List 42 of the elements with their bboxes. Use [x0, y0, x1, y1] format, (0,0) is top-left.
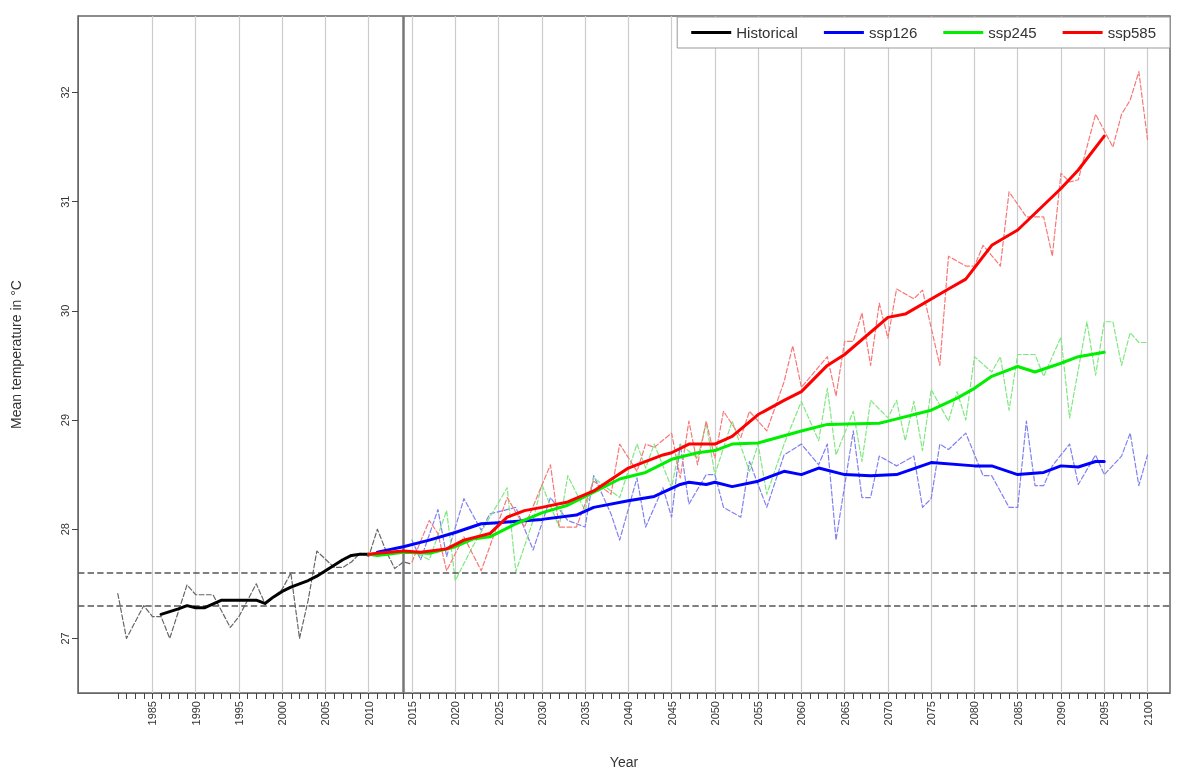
y-tick-label: 32: [58, 86, 71, 99]
x-tick-label: 2015: [406, 701, 418, 726]
x-tick-label: 2080: [968, 701, 981, 726]
x-tick-label: 2095: [1098, 701, 1111, 726]
legend-label: ssp126: [868, 24, 918, 41]
x-tick-label: 2085: [1011, 701, 1024, 726]
x-tick-label: 2100: [1141, 701, 1154, 726]
x-tick-label: 2065: [838, 701, 851, 726]
x-tick-label: 2010: [362, 701, 375, 726]
y-axis-title: Mean temperature in °C: [8, 280, 24, 429]
legend-label: ssp245: [988, 24, 1037, 41]
x-tick-label: 1985: [146, 701, 159, 726]
y-tick-label: 27: [58, 632, 71, 645]
x-tick-label: 2070: [881, 701, 894, 726]
x-tick-label: 1990: [189, 701, 202, 726]
x-tick-label: 2025: [492, 701, 505, 726]
x-tick-label: 2005: [319, 701, 332, 726]
line-series: [159, 552, 371, 616]
x-tick-label: 2040: [622, 701, 635, 726]
x-tick-label: 2035: [579, 701, 592, 726]
x-tick-label: 2000: [276, 701, 289, 726]
legend-label: ssp585: [1107, 24, 1157, 41]
y-tick-label: 29: [58, 413, 71, 427]
x-tick-label: 2045: [665, 701, 678, 726]
x-tick-label: 2090: [1054, 701, 1067, 726]
x-tick-label: 2075: [925, 701, 938, 726]
x-tick-label: 2060: [795, 701, 808, 726]
line-series: [367, 134, 1106, 556]
line-series: [411, 71, 1149, 572]
x-axis-title: Year: [609, 754, 639, 770]
x-tick-label: 2030: [535, 701, 548, 726]
x-tick-label: 2020: [449, 701, 462, 726]
x-tick-label: 2050: [708, 701, 721, 726]
y-tick-label: 30: [58, 304, 71, 317]
line-series: [117, 528, 413, 639]
line-series: [411, 420, 1149, 561]
y-tick-label: 28: [58, 523, 71, 536]
legend-label: Historical: [736, 24, 798, 41]
line-series: [375, 460, 1106, 554]
y-tick-label: 31: [58, 195, 71, 208]
x-tick-label: 2055: [752, 701, 765, 726]
x-tick-label: 1995: [232, 701, 245, 726]
